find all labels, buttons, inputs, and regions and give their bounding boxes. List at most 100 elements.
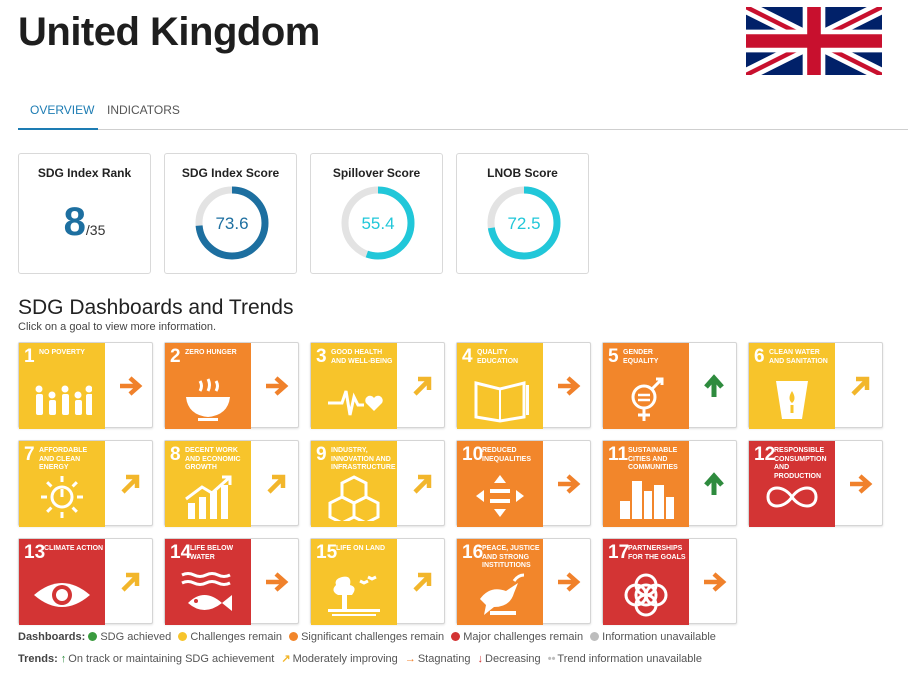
gauge-value: 55.4 — [361, 214, 394, 233]
goal-17-card[interactable]: 17 PARTNERSHIPS FOR THE GOALS — [602, 538, 737, 625]
goal-label: SUSTAINABLE CITIES AND COMMUNITIES — [628, 447, 678, 471]
trend-moderately-improving-arrow-icon — [267, 474, 286, 494]
lnob-gauge: 72.5 — [487, 186, 561, 260]
goal-9-card[interactable]: 9 INDUSTRY, INNOVATION AND INFRASTRUCTUR… — [310, 440, 445, 527]
goal-12-card[interactable]: 12 RESPONSIBLE CONSUMPTION AND PRODUCTIO… — [748, 440, 883, 527]
trend-moderately-improving-arrow-icon — [413, 474, 432, 494]
legend-item: Major challenges remain — [451, 631, 583, 643]
trend-stagnating-arrow-icon — [266, 572, 289, 592]
water-icon — [776, 381, 808, 419]
goal-number: 10 — [462, 444, 484, 465]
goal-label: PEACE, JUSTICE AND STRONG INSTITUTIONS — [482, 545, 540, 569]
tab-indicators[interactable]: INDICATORS — [107, 103, 180, 117]
sdg-index-rank-card: SDG Index Rank 8/35 — [18, 153, 151, 274]
goal-number: 14 — [170, 542, 192, 563]
goal-13-card[interactable]: 13 CLIMATE ACTION — [18, 538, 153, 625]
trend-moderately-improving-arrow-icon — [121, 474, 140, 494]
trend-symbol-icon: → — [404, 653, 416, 665]
gender-icon — [631, 377, 664, 421]
goal-number: 15 — [316, 542, 338, 563]
goal-tile: 12 RESPONSIBLE CONSUMPTION AND PRODUCTIO… — [749, 441, 835, 527]
legend-item: ↓ Decreasing — [477, 653, 541, 665]
goal-label: CLIMATE ACTION — [44, 545, 104, 552]
trend-moderately-improving-arrow-icon — [121, 572, 140, 592]
trend-stagnating-arrow-icon — [558, 376, 581, 396]
dashboards-subtitle: Click on a goal to view more information… — [18, 321, 217, 333]
goal-label: QUALITY EDUCATION — [477, 349, 519, 365]
gauge-arc — [195, 186, 269, 260]
goal-tile: 1 NO POVERTY — [19, 343, 105, 429]
rank-value: 8/35 — [19, 200, 150, 245]
infinity-icon — [766, 486, 818, 508]
goal-number: 13 — [24, 542, 46, 563]
trend-stagnating-arrow-icon — [558, 572, 581, 592]
equality-icon — [476, 475, 524, 517]
goal-11-card[interactable]: 11 SUSTAINABLE CITIES AND COMMUNITIES — [602, 440, 737, 527]
trend-symbol-icon: ↓ — [477, 653, 484, 665]
goal-label: LIFE BELOW WATER — [190, 545, 234, 561]
status-dot-icon — [590, 632, 600, 641]
rank-total: /35 — [85, 222, 106, 238]
trend-symbol-icon: ↗ — [281, 653, 291, 665]
rings-icon — [624, 573, 668, 617]
city-icon — [620, 481, 674, 519]
goal-tile: 17 PARTNERSHIPS FOR THE GOALS — [603, 539, 689, 625]
legend-item: → Stagnating — [404, 653, 471, 665]
goal-number: 7 — [24, 444, 35, 465]
goal-tile: 15 LIFE ON LAND — [311, 539, 397, 625]
sun-power-icon — [41, 476, 83, 518]
goal-label: REDUCED INEQUALITIES — [482, 447, 532, 463]
goal-8-card[interactable]: 8 DECENT WORK AND ECONOMIC GROWTH — [164, 440, 299, 527]
goal-16-card[interactable]: 16 PEACE, JUSTICE AND STRONG INSTITUTION… — [456, 538, 591, 625]
goal-1-card[interactable]: 1 NO POVERTY — [18, 342, 153, 429]
fish-icon — [181, 572, 232, 611]
goal-label: INDUSTRY, INNOVATION AND INFRASTRUCTURE — [331, 447, 396, 471]
book-icon — [474, 381, 529, 423]
goal-label: AFFORDABLE AND CLEAN ENERGY — [39, 447, 88, 471]
eye-globe-icon — [34, 583, 90, 607]
legend-item: Significant challenges remain — [289, 631, 444, 643]
dashboards-legend: Dashboards: SDG achieved Challenges rema… — [18, 631, 720, 643]
goal-label: CLEAN WATER AND SANITATION — [769, 349, 828, 365]
goal-tile: 5 GENDER EQUALITY — [603, 343, 689, 429]
goal-tile: 2 ZERO HUNGER — [165, 343, 251, 429]
goal-6-card[interactable]: 6 CLEAN WATER AND SANITATION — [748, 342, 883, 429]
goal-label: RESPONSIBLE CONSUMPTION AND PRODUCTION — [774, 447, 827, 480]
goal-tile: 16 PEACE, JUSTICE AND STRONG INSTITUTION… — [457, 539, 543, 625]
goal-number: 11 — [608, 444, 629, 465]
rank-number: 8 — [63, 200, 86, 244]
status-dot-icon — [289, 632, 299, 641]
goal-number: 6 — [754, 346, 765, 367]
dashboards-title: SDG Dashboards and Trends — [18, 296, 294, 319]
goal-number: 3 — [316, 346, 327, 367]
gauge-arc — [341, 186, 415, 260]
trend-stagnating-arrow-icon — [850, 474, 873, 494]
sdg-index-gauge: 73.6 — [195, 186, 269, 260]
status-dot-icon — [178, 632, 188, 641]
goal-2-card[interactable]: 2 ZERO HUNGER — [164, 342, 299, 429]
goal-15-card[interactable]: 15 LIFE ON LAND — [310, 538, 445, 625]
gauge-value: 72.5 — [507, 214, 540, 233]
growth-chart-icon — [185, 475, 232, 519]
trend-moderately-improving-arrow-icon — [413, 376, 432, 396]
goal-number: 5 — [608, 346, 619, 367]
goal-5-card[interactable]: 5 GENDER EQUALITY — [602, 342, 737, 429]
goal-3-card[interactable]: 3 GOOD HEALTH AND WELL-BEING — [310, 342, 445, 429]
gauge-arc — [487, 186, 561, 260]
goal-number: 8 — [170, 444, 181, 465]
goal-14-card[interactable]: 14 LIFE BELOW WATER — [164, 538, 299, 625]
legend-label: Dashboards: — [18, 631, 86, 643]
goal-10-card[interactable]: 10 REDUCED INEQUALITIES — [456, 440, 591, 527]
trends-legend: Trends: ↑ On track or maintaining SDG ach… — [18, 652, 706, 665]
goal-label: PARTNERSHIPS FOR THE GOALS — [628, 545, 686, 561]
goal-4-card[interactable]: 4 QUALITY EDUCATION — [456, 342, 591, 429]
goal-tile: 11 SUSTAINABLE CITIES AND COMMUNITIES — [603, 441, 689, 527]
goal-label: NO POVERTY — [39, 349, 85, 356]
goal-label: GENDER EQUALITY — [623, 349, 659, 365]
tab-overview[interactable]: OVERVIEW — [18, 96, 98, 130]
goal-number: 12 — [754, 444, 776, 465]
goal-tile: 4 QUALITY EDUCATION — [457, 343, 543, 429]
trend-stagnating-arrow-icon — [266, 376, 289, 396]
goal-7-card[interactable]: 7 AFFORDABLE AND CLEAN ENERGY — [18, 440, 153, 527]
goal-label: ZERO HUNGER — [185, 349, 237, 356]
